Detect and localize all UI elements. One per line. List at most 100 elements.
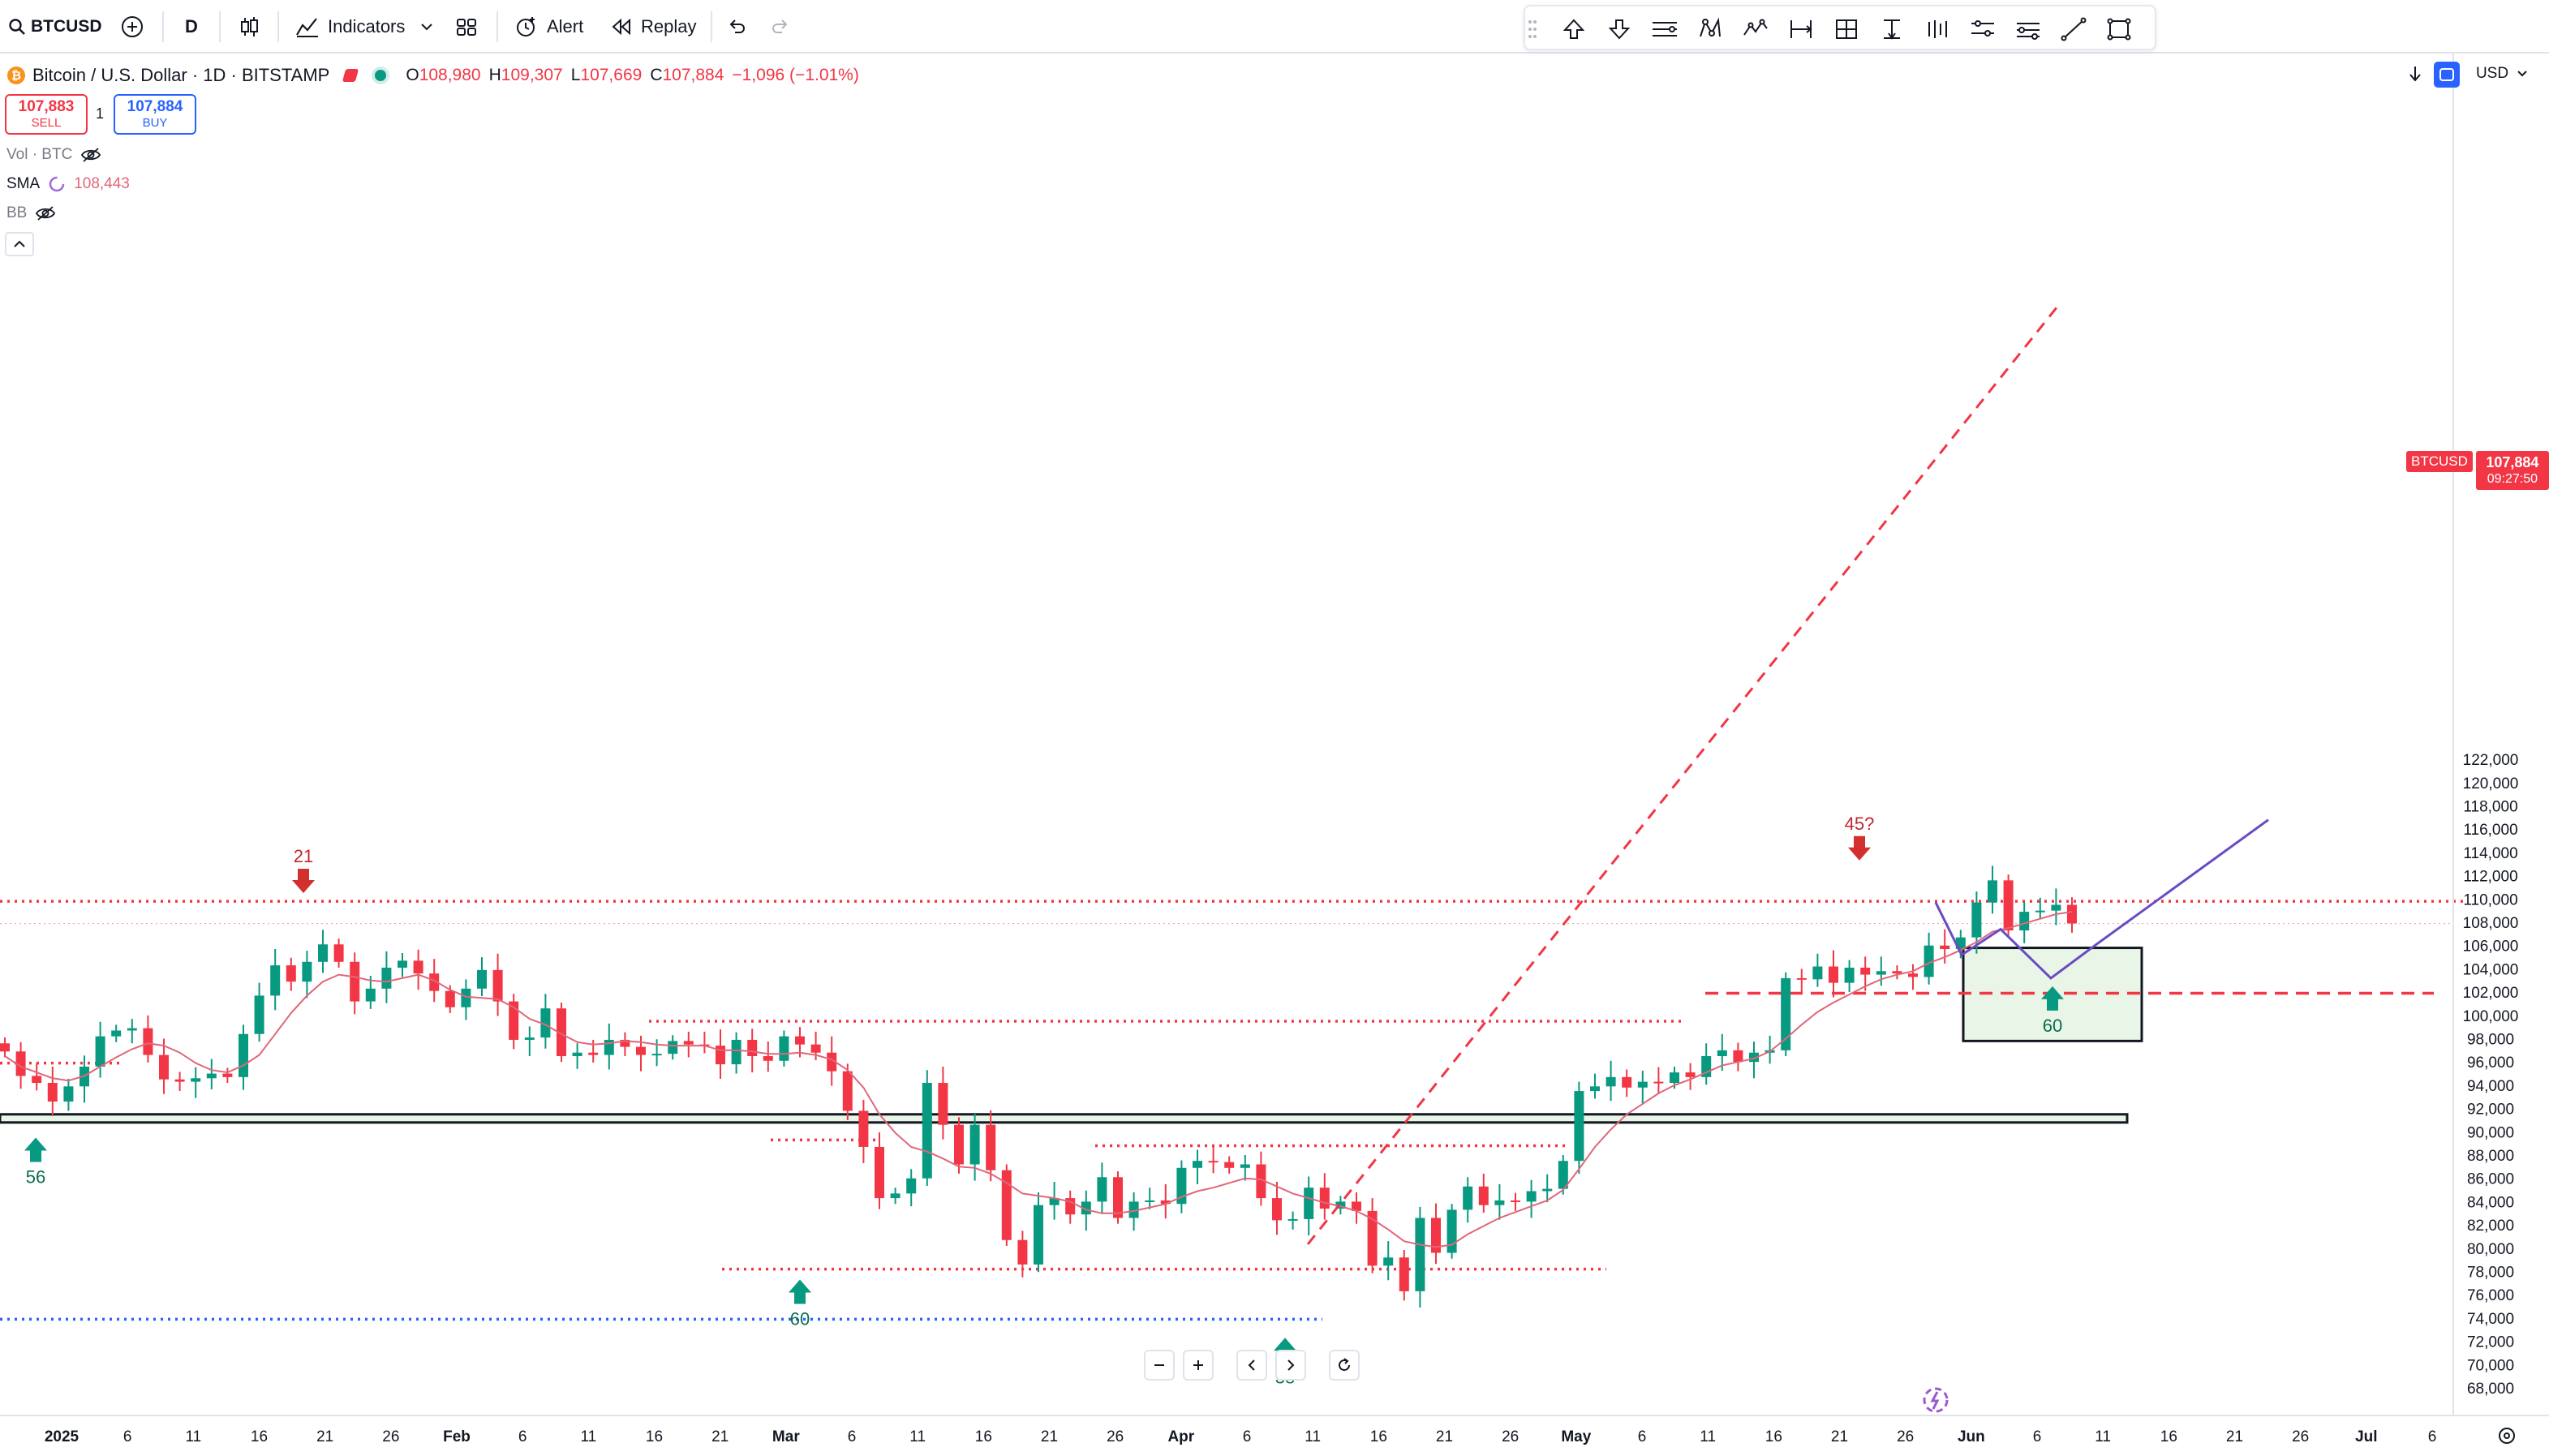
candle-body: [1113, 1177, 1123, 1218]
price-range-icon[interactable]: [1877, 15, 1906, 44]
indicators-button[interactable]: Indicators: [289, 8, 411, 45]
alarm-clock-icon: [517, 17, 535, 37]
dashed-trend-line[interactable]: [1306, 306, 2059, 1245]
sync-button[interactable]: [2434, 62, 2460, 88]
date-price-range-icon[interactable]: [1832, 15, 1861, 44]
chart-type-button[interactable]: [230, 8, 268, 45]
scale-arrow-button[interactable]: [2403, 62, 2427, 86]
rectangle-icon[interactable]: [2104, 15, 2134, 44]
bars-pattern-icon[interactable]: [1923, 15, 1952, 44]
drag-handle-icon[interactable]: [1525, 15, 1540, 44]
time-axis-label: Feb: [443, 1428, 471, 1445]
indicators-dropdown[interactable]: [412, 8, 441, 45]
zoom-out-button[interactable]: [1144, 1350, 1175, 1381]
time-axis-label: 16: [975, 1428, 992, 1445]
candle-body: [191, 1078, 201, 1082]
buy-button[interactable]: 107,884 BUY: [114, 94, 196, 135]
xabcd-pattern-icon[interactable]: [1696, 15, 1725, 44]
collapse-indicators-button[interactable]: [5, 232, 34, 256]
currency-selector[interactable]: USD: [2469, 62, 2534, 86]
candle-body: [827, 1052, 837, 1072]
axis-settings-icon[interactable]: [2497, 1426, 2517, 1450]
candle-body: [1685, 1072, 1696, 1077]
price-axis-label: 112,000: [2463, 869, 2517, 886]
chevron-up-icon: [14, 240, 25, 247]
time-axis-label: 26: [1502, 1428, 1519, 1445]
layouts-button[interactable]: [448, 8, 485, 45]
candle-body: [222, 1073, 233, 1077]
replay-button[interactable]: Replay: [604, 8, 703, 45]
bitcoin-logo-icon: ₿: [7, 67, 25, 84]
candle-body: [1605, 1076, 1616, 1087]
candle-body: [1478, 1186, 1489, 1205]
candle-body: [1988, 880, 1997, 903]
candle-body: [1446, 1209, 1457, 1253]
candle-body: [986, 1124, 996, 1170]
drawing-toolbar: [1524, 5, 2156, 50]
time-axis-label: 16: [1765, 1428, 1782, 1445]
regression-channel-icon[interactable]: [2014, 15, 2043, 44]
time-axis-label: 21: [2226, 1428, 2243, 1445]
candle-body: [1097, 1177, 1107, 1202]
bb-indicator-row[interactable]: BB: [6, 204, 56, 222]
sell-signal-marker[interactable]: 45?: [1845, 814, 1875, 861]
timezone-icon[interactable]: [1919, 1384, 1952, 1420]
elliott-wave-icon[interactable]: [1741, 15, 1770, 44]
scroll-right-button[interactable]: [1275, 1350, 1306, 1381]
price-axis-label: 102,000: [2463, 985, 2519, 1002]
candle-body: [254, 995, 264, 1034]
support-zone[interactable]: [0, 1113, 2129, 1124]
divider: [162, 11, 164, 42]
arrow-up-icon[interactable]: [1559, 15, 1588, 44]
candle-body: [1971, 902, 1982, 938]
time-axis-label: 6: [2428, 1428, 2437, 1445]
buy-signal-marker[interactable]: 56: [24, 1137, 47, 1187]
candle-body: [1494, 1200, 1505, 1205]
signal-label: 60: [2043, 1016, 2062, 1036]
candle-body: [2067, 904, 2077, 924]
candle-body: [333, 944, 344, 962]
reset-chart-button[interactable]: [1329, 1350, 1360, 1381]
candle-body: [350, 961, 360, 1002]
chat-square-icon: [2439, 68, 2454, 81]
candle-body: [1542, 1188, 1553, 1192]
arrow-down-icon[interactable]: [1605, 15, 1634, 44]
arrow-up-icon: [2041, 986, 2064, 1011]
symbol-title[interactable]: Bitcoin / U.S. Dollar · 1D · BITSTAMP: [32, 65, 330, 85]
plus-circle-icon: [122, 16, 143, 37]
candle-body: [1908, 973, 1918, 977]
sell-signal-marker[interactable]: 21: [292, 846, 315, 893]
price-axis-label: 72,000: [2467, 1334, 2514, 1351]
eye-hidden-icon[interactable]: [80, 147, 101, 163]
buy-signal-marker[interactable]: 60: [789, 1279, 811, 1329]
parallel-channel-icon[interactable]: [1968, 15, 1997, 44]
redo-button[interactable]: [764, 8, 797, 45]
interval-button[interactable]: D: [185, 16, 198, 37]
candle-body: [2003, 880, 2014, 931]
candle-body: [2051, 904, 2061, 911]
compare-symbol-button[interactable]: [114, 8, 151, 45]
symbol-search[interactable]: BTCUSD: [2, 8, 109, 45]
candle-body: [1383, 1257, 1394, 1266]
trend-line-icon[interactable]: [2059, 15, 2088, 44]
projection-path[interactable]: [1934, 818, 2269, 980]
time-axis-label: Mar: [772, 1428, 800, 1445]
price-axis-label: 76,000: [2467, 1287, 2514, 1304]
undo-button[interactable]: [720, 8, 753, 45]
volume-indicator-row[interactable]: Vol · BTC: [6, 146, 101, 164]
eye-hidden-icon[interactable]: [35, 205, 56, 221]
scroll-left-button[interactable]: [1236, 1350, 1267, 1381]
alert-button[interactable]: Alert: [508, 8, 590, 45]
zoom-in-button[interactable]: [1183, 1350, 1214, 1381]
chevron-right-icon: [1287, 1359, 1295, 1371]
sell-button[interactable]: 107,883 SELL: [5, 94, 88, 135]
candle-body: [1081, 1201, 1091, 1215]
horizontal-lines-icon[interactable]: [1650, 15, 1679, 44]
sma-indicator-row[interactable]: SMA 108,443: [6, 175, 130, 193]
candle-body: [111, 1030, 122, 1037]
candle-body: [1558, 1161, 1568, 1189]
time-axis-label: 21: [1831, 1428, 1848, 1445]
date-range-icon[interactable]: [1786, 15, 1816, 44]
buy-signal-marker[interactable]: 60: [2041, 986, 2064, 1036]
